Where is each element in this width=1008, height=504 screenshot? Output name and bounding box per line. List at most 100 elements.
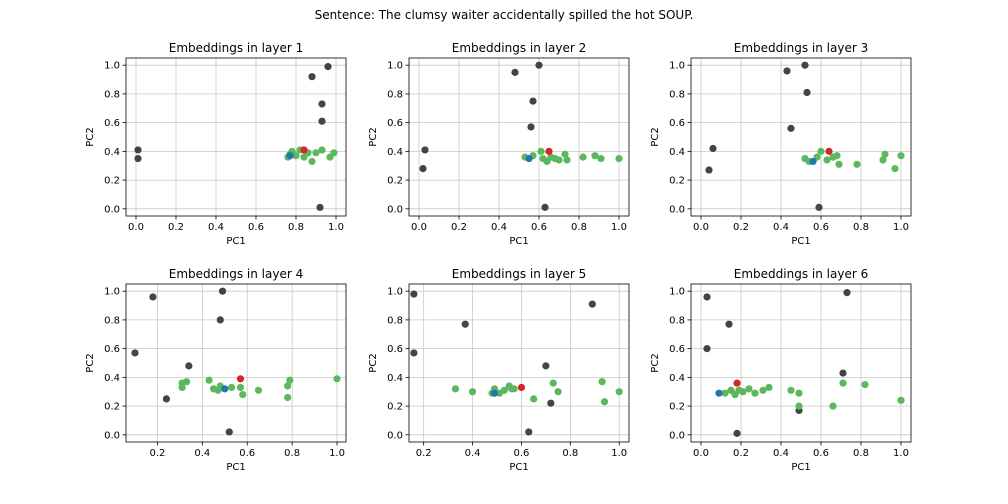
point-other: [529, 97, 537, 105]
point-other: [725, 320, 733, 328]
point-head: [809, 157, 817, 166]
point-target: [517, 383, 526, 392]
point-context: [839, 379, 847, 387]
x-tick-label: 0.8: [853, 222, 869, 233]
y-tick-label: 0.0: [669, 204, 685, 215]
plot-title: Embeddings in layer 6: [734, 267, 868, 281]
plot-title: Embeddings in layer 1: [169, 41, 303, 55]
point-head: [286, 152, 294, 160]
point-other: [318, 100, 326, 108]
y-tick-label: 1.0: [387, 61, 403, 72]
point-other: [709, 144, 717, 153]
x-tick-label: 0.2: [168, 222, 184, 233]
x-tick-label: 0.8: [571, 222, 587, 233]
point-context: [795, 402, 803, 410]
point-other: [705, 166, 713, 174]
y-tick-label: 0.6: [104, 118, 120, 129]
x-tick-label: 1.0: [329, 448, 345, 459]
y-tick-label: 1.0: [669, 61, 685, 72]
point-other: [218, 287, 227, 295]
y-tick-label: 0.0: [104, 204, 120, 215]
point-target: [825, 147, 833, 155]
point-other: [547, 399, 555, 407]
x-axis-label: PC1: [791, 462, 810, 473]
axes-frame: [690, 283, 912, 443]
point-context: [833, 152, 841, 160]
point-context: [333, 375, 341, 383]
point-other: [225, 428, 233, 436]
plot-title: Embeddings in layer 2: [452, 41, 586, 55]
x-tick-label: 1.0: [893, 448, 909, 459]
point-context: [183, 378, 191, 386]
axes-frame: [408, 57, 630, 217]
point-head: [221, 385, 229, 393]
x-tick-label: 0.4: [208, 222, 224, 233]
y-axis-label: PC2: [85, 353, 96, 372]
point-target: [545, 147, 553, 155]
x-tick-label: 0.6: [531, 222, 547, 233]
x-tick-label: 0.8: [853, 448, 869, 459]
axes-frame: [125, 57, 347, 217]
point-other: [461, 320, 469, 328]
y-tick-label: 0.8: [387, 89, 403, 100]
point-context: [530, 395, 538, 403]
y-tick-label: 0.4: [669, 147, 685, 158]
point-other: [541, 203, 549, 211]
y-tick-label: 0.0: [387, 430, 403, 441]
point-context: [510, 385, 518, 393]
scatter-plot-layer-3: Embeddings in layer 3 0.0 0.2 0.4 0.6 0.8 1.0 0…: [650, 41, 912, 247]
x-tick-label: 0.8: [284, 448, 300, 459]
point-context: [537, 147, 545, 155]
point-other: [308, 73, 316, 81]
point-context: [227, 383, 236, 392]
point-other: [324, 63, 332, 71]
x-tick-label: 0.0: [411, 222, 427, 233]
point-context: [330, 149, 338, 157]
point-context: [861, 380, 869, 389]
point-context: [787, 386, 795, 394]
point-head: [715, 389, 723, 397]
point-head: [490, 389, 499, 397]
axes-frame: [125, 283, 347, 443]
y-tick-label: 0.8: [387, 315, 403, 326]
y-tick-label: 0.0: [669, 430, 685, 441]
x-tick-label: 0.6: [248, 222, 264, 233]
point-other: [511, 68, 519, 76]
point-context: [451, 385, 460, 393]
point-context: [239, 391, 247, 399]
y-tick-label: 0.4: [104, 147, 120, 158]
point-other: [783, 67, 791, 75]
x-axis-label: PC1: [509, 462, 528, 473]
point-context: [829, 402, 837, 410]
y-tick-label: 0.6: [387, 118, 403, 129]
y-tick-label: 1.0: [387, 287, 403, 298]
point-context: [318, 146, 326, 154]
point-context: [205, 376, 213, 384]
y-tick-label: 0.2: [669, 176, 685, 187]
y-tick-label: 0.6: [387, 344, 403, 355]
y-tick-label: 0.2: [387, 176, 403, 187]
scatter-plot-layer-2: Embeddings in layer 2 0.0 0.2 0.4 0.6 0.8 1.0 0…: [368, 41, 630, 247]
y-axis-label: PC2: [368, 127, 379, 146]
point-other: [733, 429, 741, 437]
x-tick-label: 1.0: [611, 222, 627, 233]
point-head: [525, 154, 533, 163]
x-tick-label: 0.0: [693, 448, 709, 459]
y-tick-label: 0.0: [104, 430, 120, 441]
point-other: [839, 369, 847, 377]
x-tick-label: 0.6: [513, 448, 529, 459]
x-tick-label: 1.0: [328, 222, 344, 233]
x-axis-label: PC1: [226, 236, 245, 247]
point-context: [897, 152, 905, 160]
y-tick-label: 0.8: [104, 89, 120, 100]
axes-frame: [690, 57, 912, 217]
point-context: [284, 393, 292, 402]
point-context: [563, 156, 571, 164]
point-context: [292, 152, 300, 160]
x-tick-label: 0.4: [491, 222, 507, 233]
x-tick-label: 0.2: [416, 448, 432, 459]
point-context: [615, 154, 623, 163]
y-tick-label: 0.6: [104, 344, 120, 355]
point-other: [535, 61, 543, 69]
